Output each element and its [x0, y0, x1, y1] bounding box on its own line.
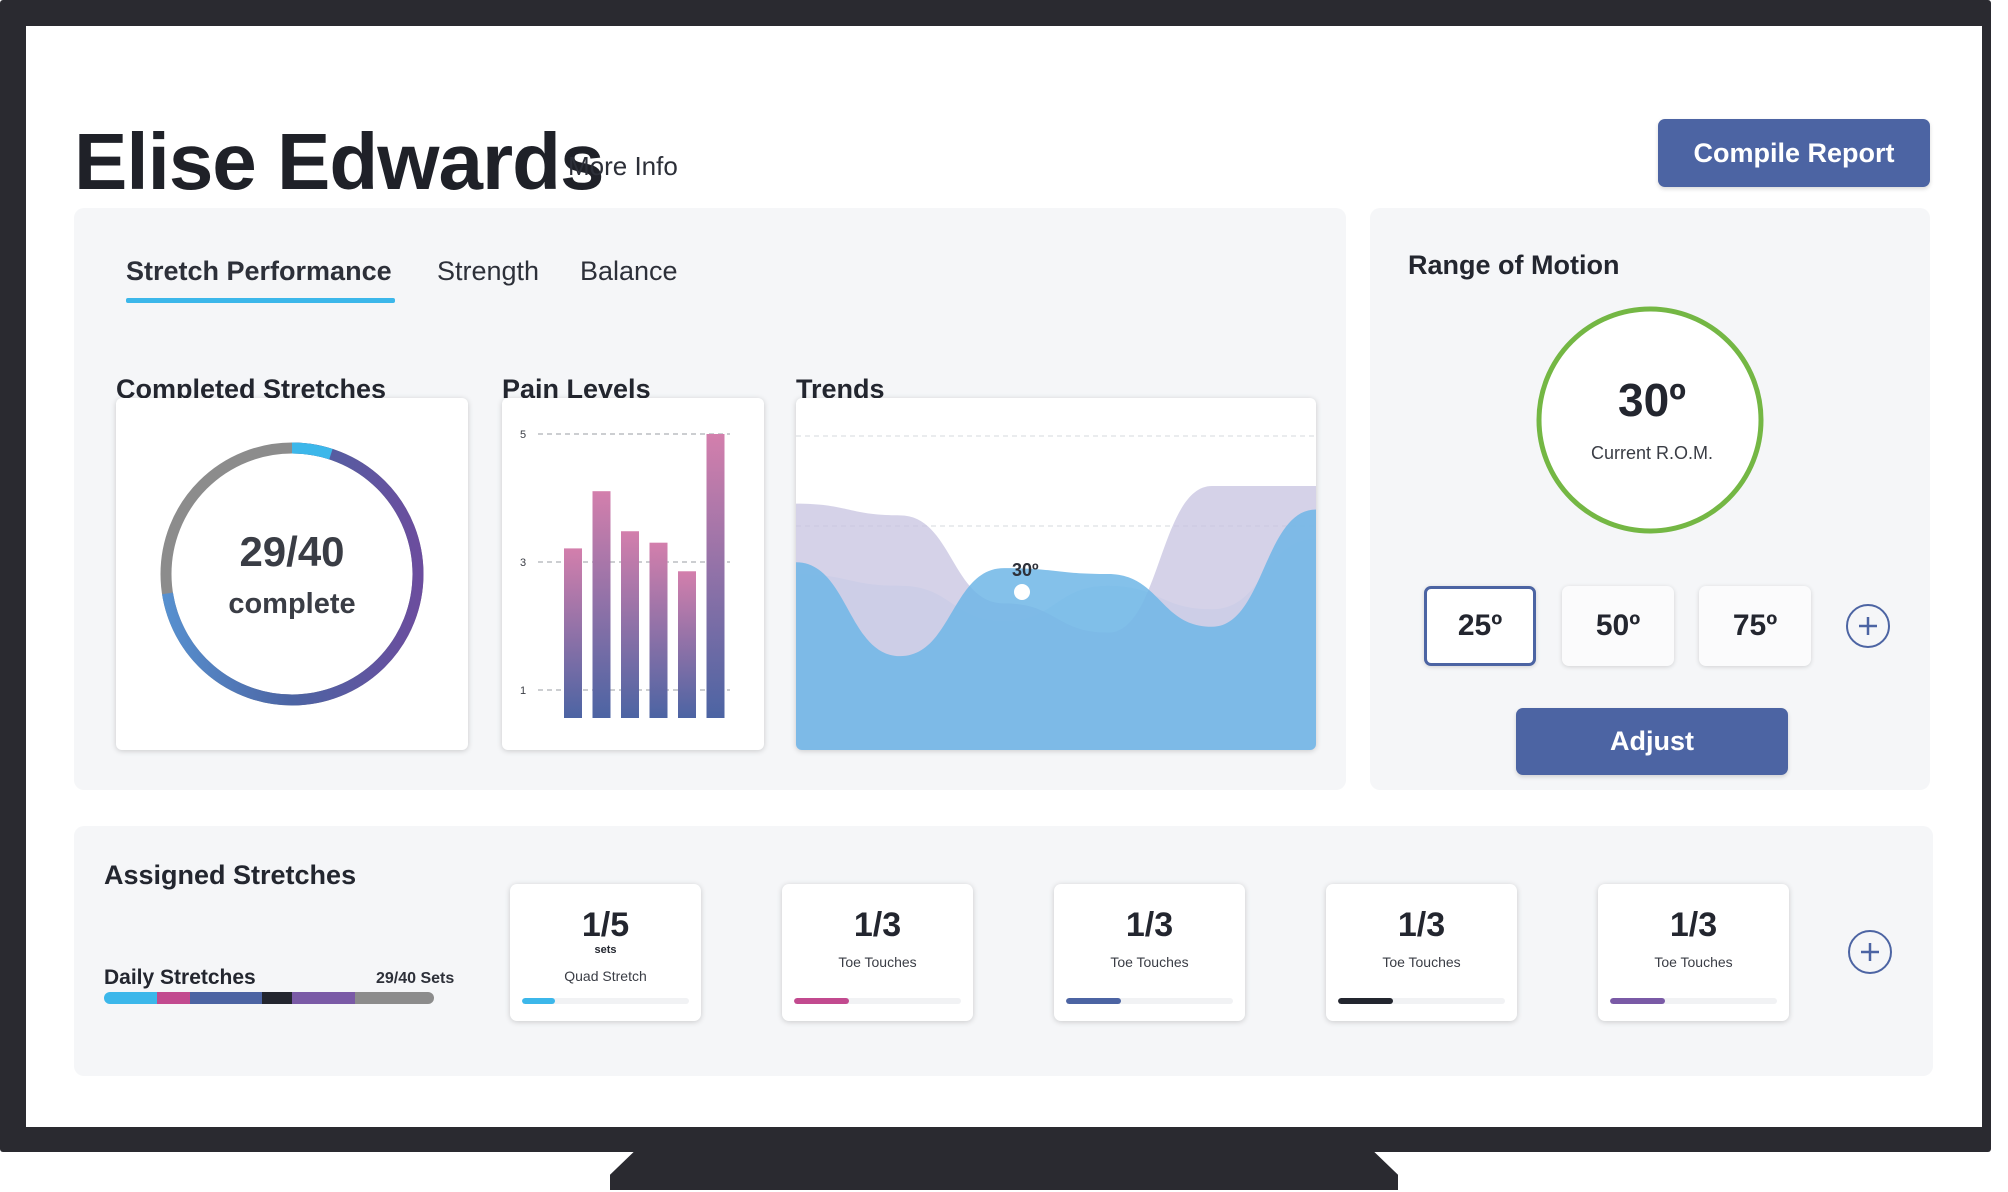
trend-annotation: 30º [1012, 560, 1039, 580]
trend-series-area [796, 509, 1316, 750]
active-tab-indicator [126, 298, 395, 303]
stretch-card-progress-fill [522, 998, 556, 1004]
completion-ring [160, 442, 424, 706]
stretch-card-progress [1066, 998, 1233, 1004]
stretch-card-name: Toe Touches [838, 954, 917, 970]
assigned-stretches-panel: Assigned Stretches Daily Stretches 29/40… [74, 826, 1933, 1076]
completed-stretches-card: 29/40 complete [116, 398, 468, 750]
tv-stand [610, 1152, 1398, 1190]
stretch-card[interactable]: 1/3 Toe Touches [1598, 884, 1789, 1021]
daily-progress-segment [104, 992, 157, 1004]
stretch-card-value: 1/3 [853, 906, 902, 944]
tab-strength[interactable]: Strength [437, 256, 540, 286]
pain-bar [649, 542, 668, 718]
stretch-card[interactable]: 1/3 Toe Touches [1054, 884, 1245, 1021]
performance-panel: Stretch Performance Strength Balance Com… [74, 208, 1346, 790]
range-of-motion-panel: Range of Motion 30º Current R.O.M. 25º 5… [1370, 208, 1930, 790]
pain-bar [706, 434, 725, 718]
daily-progress-segment [262, 992, 293, 1004]
y-tick-label: 3 [520, 557, 526, 569]
stretch-card[interactable]: 1/3 Toe Touches [782, 884, 973, 1021]
stretch-card-name: Toe Touches [1110, 954, 1189, 970]
daily-stretches-count: 29/40 Sets [376, 970, 455, 987]
ring-highlight [160, 442, 424, 706]
daily-progress-segment [156, 992, 190, 1004]
completed-value: 29/40 [239, 528, 345, 575]
stretch-card-value: 1/3 [1669, 906, 1718, 944]
adjust-button[interactable]: Adjust [1516, 708, 1788, 775]
pain-levels-chart: 5 3 1 [520, 429, 730, 718]
stretch-card-value: 1/3 [1397, 906, 1446, 944]
plus-icon [1859, 617, 1877, 635]
stretch-card-name: Toe Touches [1654, 954, 1733, 970]
daily-progress-segment [189, 992, 263, 1004]
stretch-card-value: 1/3 [1125, 906, 1174, 944]
rom-ring [1536, 306, 1764, 534]
y-tick-label: 5 [520, 429, 526, 441]
daily-progress-segment [354, 992, 434, 1004]
stretch-card-progress-fill [1610, 998, 1666, 1004]
rom-option-25[interactable]: 25º [1424, 586, 1536, 666]
patient-name: Elise Edwards [74, 117, 604, 206]
trends-card: 30º [796, 398, 1316, 750]
rom-option-50[interactable]: 50º [1562, 586, 1674, 666]
trend-point-marker [1014, 584, 1030, 600]
add-stretch-button[interactable] [1848, 930, 1892, 974]
stretch-card-progress [1338, 998, 1505, 1004]
stretch-card-progress-fill [1338, 998, 1394, 1004]
pain-bar [678, 571, 696, 718]
pain-bar [592, 491, 611, 718]
more-info-link[interactable]: More Info [568, 151, 678, 181]
stretch-card-name: Quad Stretch [564, 968, 647, 984]
stretch-card-progress [794, 998, 961, 1004]
stretch-card-progress-fill [1066, 998, 1122, 1004]
stretch-card-progress [522, 998, 689, 1004]
add-rom-option-button[interactable] [1846, 604, 1890, 648]
pain-bar [621, 531, 639, 718]
completed-label: complete [228, 588, 356, 620]
rom-ring-circle [1536, 306, 1764, 534]
daily-progress-segment [292, 992, 355, 1004]
stretch-card-progress [1610, 998, 1777, 1004]
stretch-card-progress-fill [794, 998, 850, 1004]
plus-icon [1861, 943, 1879, 961]
assigned-stretches-title: Assigned Stretches [104, 860, 357, 890]
daily-stretches-progress-bar [104, 992, 434, 1004]
current-rom-value: 30º [1618, 374, 1686, 426]
tab-balance[interactable]: Balance [580, 256, 678, 286]
pain-bar [564, 548, 582, 718]
daily-stretches-label: Daily Stretches [104, 966, 256, 989]
trends-chart: 30º [796, 435, 1316, 750]
stretch-card-unit: sets [594, 944, 617, 956]
stretch-card-value: 1/5 [581, 906, 630, 944]
current-rom-label: Current R.O.M. [1590, 443, 1714, 463]
y-tick-label: 1 [520, 685, 526, 697]
compile-report-button[interactable]: Compile Report [1658, 119, 1930, 187]
pain-levels-card: 5 3 1 [502, 398, 764, 750]
stretch-card[interactable]: 1/3 Toe Touches [1326, 884, 1517, 1021]
range-of-motion-title: Range of Motion [1408, 250, 1620, 280]
stretch-card[interactable]: 1/5 sets Quad Stretch [510, 884, 701, 1021]
stretch-card-name: Toe Touches [1382, 954, 1461, 970]
tab-stretch-performance[interactable]: Stretch Performance [126, 256, 392, 286]
screen: Elise Edwards More Info Compile Report S… [26, 26, 1982, 1127]
rom-option-75[interactable]: 75º [1699, 586, 1811, 666]
